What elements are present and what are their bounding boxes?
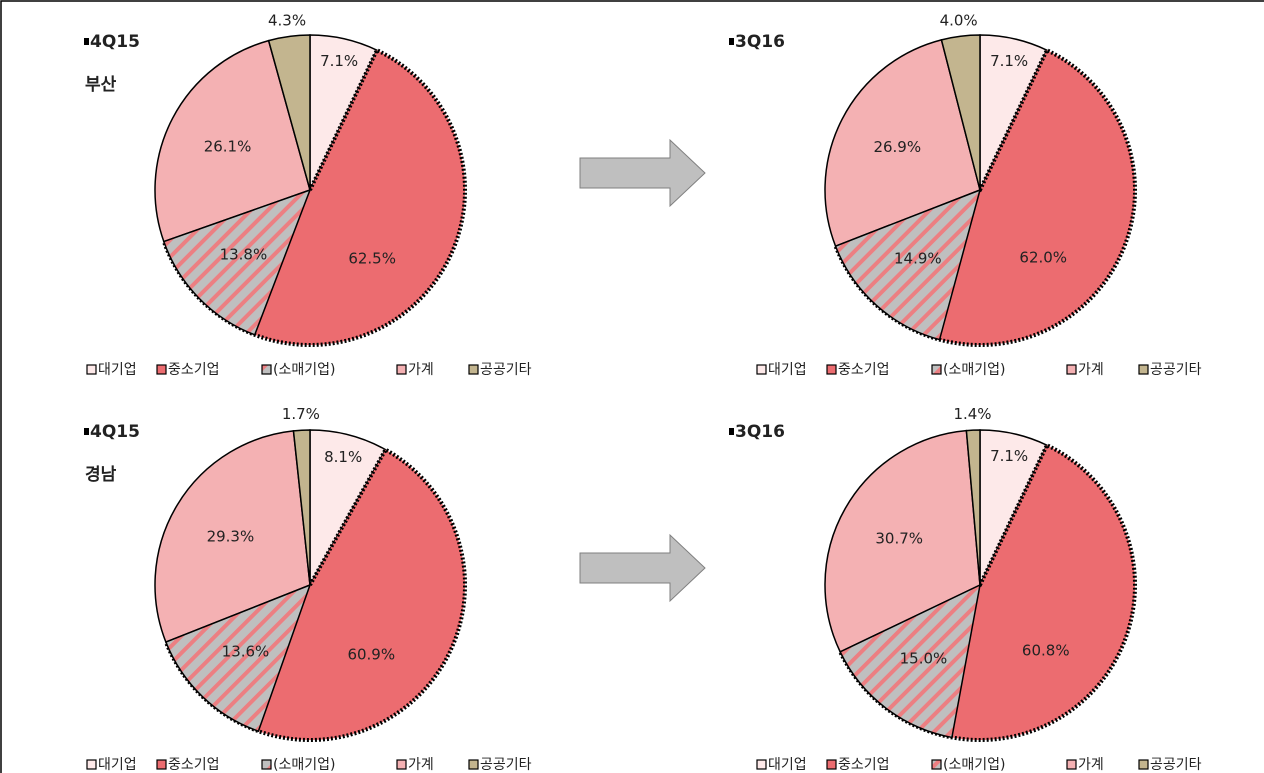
pie-slice [839,583,982,739]
legend-label: 대기업 [98,757,137,773]
legend-label: 공공기타 [480,362,532,378]
legend-swatch [931,364,942,375]
data-label: 26.9% [873,138,921,156]
title-bullet [84,428,89,435]
data-label: 30.7% [875,529,923,547]
legend-swatch [1066,364,1077,375]
legend-label: 공공기타 [480,757,532,773]
pie-slice [965,429,981,586]
legend-label: 대기업 [98,362,137,378]
legend-label: 공공기타 [1150,362,1202,378]
pie-slice [824,429,981,653]
data-label: 13.8% [220,245,268,263]
legend-label: 중소기업 [838,362,890,378]
legend-swatch [826,759,837,770]
pie-slice [267,34,311,191]
pie-slice [824,38,981,248]
legend-label: 가계 [1078,362,1104,378]
pie-slice [940,34,981,191]
legend-swatch [261,364,272,375]
pie-slice [292,429,311,586]
chart-title: 4Q15 [90,422,140,442]
legend-label: 대기업 [768,757,807,773]
arrow [579,138,706,208]
pie-slice [162,188,312,336]
legend-swatch [468,364,479,375]
arrow [579,533,706,603]
legend-label: 가계 [1078,757,1104,773]
data-label: 14.9% [894,250,942,268]
data-label: 4.0% [940,11,978,29]
title-bullet [729,38,734,45]
data-label: 26.1% [204,137,252,155]
data-label: 62.5% [348,250,396,268]
legend-swatch [468,759,479,770]
data-label: 29.3% [207,527,255,545]
legend-swatch [1138,759,1149,770]
title-bullet [84,38,89,45]
pie-slice [154,430,311,644]
chart-title: 3Q16 [735,32,785,52]
legend-label: (소매기업) [273,757,335,773]
legend-label: 중소기업 [168,757,220,773]
legend-label: 가계 [408,757,434,773]
data-label: 60.9% [347,645,395,663]
chart-title: 4Q15 [90,32,140,52]
legend-swatch [1138,364,1149,375]
legend-swatch [931,759,942,770]
data-label: 7.1% [990,52,1028,70]
legend-swatch [261,759,272,770]
legend-swatch [396,364,407,375]
pie-slice [154,39,311,243]
region-label: 경남 [85,465,117,485]
legend-swatch [156,364,167,375]
legend-swatch [86,759,97,770]
data-label: 13.6% [222,642,270,660]
legend-swatch [396,759,407,770]
legend-swatch [826,364,837,375]
data-label: 1.4% [953,405,991,423]
legend-swatch [86,364,97,375]
legend-label: (소매기업) [943,362,1005,378]
legend-swatch [756,364,767,375]
data-label: 7.1% [990,447,1028,465]
data-label: 4.3% [268,12,306,30]
legend-swatch [756,759,767,770]
data-label: 62.0% [1019,249,1067,267]
pie-slice [164,583,312,733]
legend-label: (소매기업) [273,362,335,378]
legend-label: 가계 [408,362,434,378]
data-label: 1.7% [282,405,320,423]
legend-swatch [156,759,167,770]
data-label: 8.1% [324,448,362,466]
pie-slice [834,188,982,341]
data-label: 60.8% [1022,641,1070,659]
title-bullet [729,428,734,435]
chart-title: 3Q16 [735,422,785,442]
data-label: 15.0% [900,649,948,667]
legend-label: 대기업 [768,362,807,378]
legend-label: 공공기타 [1150,757,1202,773]
legend-label: (소매기업) [943,757,1005,773]
legend-swatch [1066,759,1077,770]
legend-label: 중소기업 [838,757,890,773]
legend-label: 중소기업 [168,362,220,378]
region-label: 부산 [85,75,117,95]
data-label: 7.1% [320,52,358,70]
